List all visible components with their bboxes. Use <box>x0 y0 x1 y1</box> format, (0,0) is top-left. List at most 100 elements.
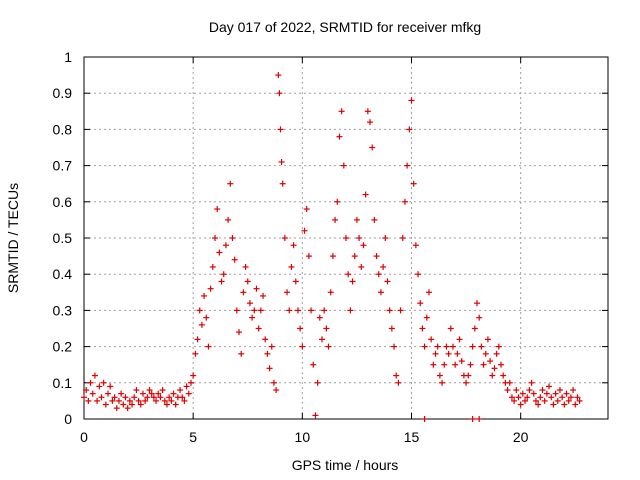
data-point <box>205 343 212 350</box>
data-point <box>469 416 476 422</box>
data-point <box>552 390 559 397</box>
data-point <box>530 390 537 397</box>
data-point <box>504 387 511 394</box>
data-point <box>388 325 395 332</box>
data-point <box>358 263 365 270</box>
data-point <box>373 253 380 260</box>
data-point <box>332 216 339 223</box>
y-tick-label: 0.2 <box>53 339 73 355</box>
data-point <box>157 394 164 401</box>
data-point <box>360 242 367 249</box>
data-point <box>314 379 321 386</box>
data-point <box>393 372 400 379</box>
data-point <box>196 307 203 314</box>
data-point <box>556 387 563 394</box>
data-point <box>513 387 520 394</box>
data-point <box>148 390 155 397</box>
data-point <box>238 350 245 357</box>
data-point <box>144 394 151 401</box>
data-point <box>168 397 175 404</box>
y-tick-label: 0.8 <box>53 121 73 137</box>
data-point <box>279 180 286 187</box>
data-point <box>478 343 485 350</box>
data-point <box>404 162 411 169</box>
data-point <box>240 289 247 296</box>
data-point <box>476 314 483 321</box>
data-point <box>268 343 275 350</box>
data-point <box>338 108 345 115</box>
data-point <box>467 361 474 368</box>
data-point <box>139 390 146 397</box>
data-point <box>465 372 472 379</box>
data-point <box>159 387 166 394</box>
data-point <box>249 314 256 321</box>
data-point <box>353 216 360 223</box>
data-point <box>126 397 133 404</box>
data-point <box>142 397 149 404</box>
data-point <box>276 90 283 97</box>
data-point <box>489 372 496 379</box>
data-point <box>567 394 574 401</box>
data-point <box>480 361 487 368</box>
data-point <box>109 397 116 404</box>
data-point <box>214 206 221 213</box>
data-point <box>336 133 343 140</box>
data-point <box>386 307 393 314</box>
data-point <box>401 198 408 205</box>
data-point <box>417 300 424 307</box>
data-point <box>105 390 112 397</box>
data-point <box>120 401 127 408</box>
data-point <box>294 307 301 314</box>
data-point <box>262 336 269 343</box>
y-tick-label: 0.1 <box>53 375 73 391</box>
data-point <box>408 97 415 104</box>
data-point <box>515 394 522 401</box>
data-point <box>244 278 251 285</box>
data-point <box>554 397 561 404</box>
data-point <box>270 379 277 386</box>
data-point <box>397 307 404 314</box>
y-tick-label: 0.4 <box>53 266 73 282</box>
data-point <box>187 379 194 386</box>
data-point <box>100 379 107 386</box>
data-point <box>227 180 234 187</box>
data-point <box>273 387 280 394</box>
data-point <box>323 325 330 332</box>
data-point <box>135 397 142 404</box>
data-point <box>428 336 435 343</box>
data-point <box>539 387 546 394</box>
y-tick-label: 0.5 <box>53 230 73 246</box>
data-point <box>532 397 539 404</box>
data-point <box>281 235 288 241</box>
data-point <box>419 325 426 332</box>
data-point <box>275 72 282 79</box>
data-point <box>362 191 369 198</box>
data-point <box>430 361 437 368</box>
data-point <box>541 397 548 404</box>
data-point <box>155 390 162 397</box>
data-point <box>266 365 273 372</box>
data-point <box>443 343 450 350</box>
data-point <box>498 361 505 368</box>
data-point <box>570 387 577 394</box>
data-point <box>415 271 422 278</box>
data-point <box>356 235 363 241</box>
data-point <box>113 405 120 412</box>
data-point <box>371 216 378 223</box>
data-point <box>251 307 258 314</box>
plot-frame <box>83 56 609 420</box>
data-point <box>198 321 205 328</box>
data-point <box>511 397 518 404</box>
data-point <box>550 401 557 408</box>
data-point <box>94 397 101 404</box>
data-point <box>495 343 502 350</box>
data-point <box>449 343 456 350</box>
data-point <box>255 325 262 332</box>
data-point <box>321 307 328 314</box>
data-point <box>122 394 129 401</box>
data-point <box>425 289 432 296</box>
data-point <box>351 253 358 260</box>
x-axis-label: GPS time / hours <box>292 457 399 473</box>
data-point <box>340 162 347 169</box>
data-point <box>522 397 529 404</box>
